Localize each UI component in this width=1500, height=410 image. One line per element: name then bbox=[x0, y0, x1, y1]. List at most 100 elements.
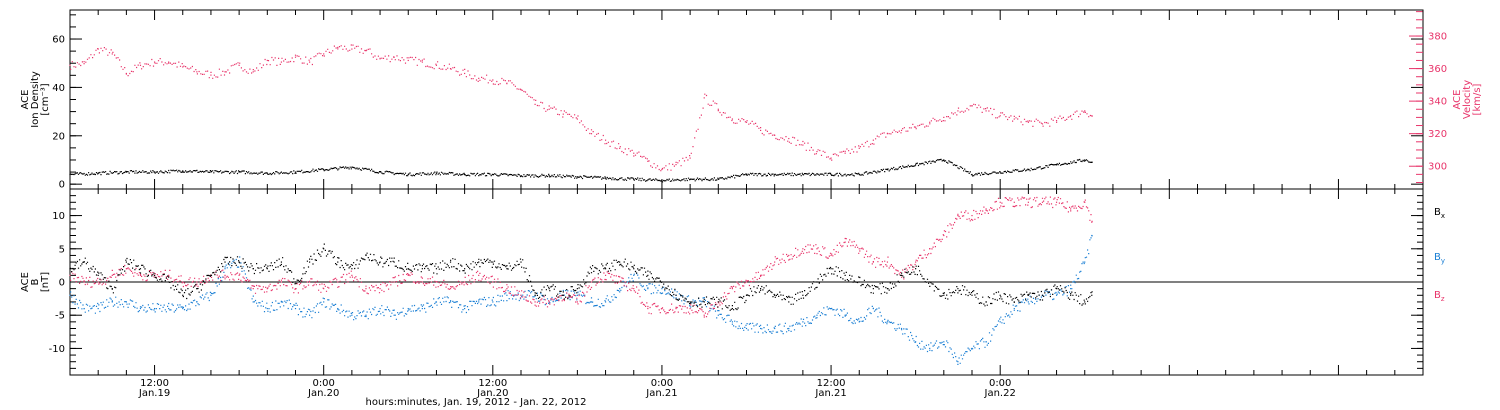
series-by-point bbox=[604, 301, 607, 303]
series-bz-point bbox=[393, 281, 395, 283]
series-bx-point bbox=[1041, 294, 1044, 296]
series-velocity-point bbox=[168, 61, 170, 63]
series-bz-point bbox=[421, 281, 423, 283]
series-by-point bbox=[661, 288, 663, 290]
ytick-b-label: -5 bbox=[55, 311, 65, 322]
series-by-point bbox=[872, 307, 874, 310]
xtick-time-label: 0:00 bbox=[989, 378, 1011, 389]
series-bx-point bbox=[999, 294, 1001, 296]
series-velocity-point bbox=[985, 110, 987, 112]
x-axis-title: hours:minutes, Jan. 19, 2012 - Jan. 22, … bbox=[366, 397, 587, 408]
series-density-point bbox=[745, 173, 748, 176]
series-bz-point bbox=[858, 248, 860, 250]
series-density-point bbox=[69, 173, 71, 176]
bottom-panel: -10 -5 0 5 10 ACE B [nT] Bx By Bz bbox=[20, 188, 1445, 376]
series-by-point bbox=[816, 314, 818, 316]
series-by bbox=[69, 234, 1093, 365]
series-bx-point bbox=[280, 261, 283, 263]
series-bx-point bbox=[210, 274, 212, 276]
series-velocity-point bbox=[266, 59, 268, 62]
series-by-point bbox=[830, 307, 832, 310]
series-by-point bbox=[788, 327, 790, 330]
series-bx-point bbox=[534, 294, 536, 296]
series-velocity-point bbox=[802, 144, 804, 146]
series-by-point bbox=[196, 301, 198, 303]
series-bz-point bbox=[1055, 201, 1058, 203]
series-bx-point bbox=[872, 288, 874, 290]
series-velocity-point bbox=[915, 126, 917, 128]
series-bx-point bbox=[407, 268, 409, 270]
series-by-point bbox=[464, 307, 466, 310]
series-by-point bbox=[224, 268, 226, 270]
series-bx-point bbox=[985, 301, 987, 303]
series-velocity-point bbox=[548, 108, 550, 110]
series-velocity-point bbox=[929, 121, 931, 123]
ylabel-density-line: ACE bbox=[20, 90, 31, 110]
series-by-point bbox=[407, 307, 409, 310]
series-bx-point bbox=[294, 281, 297, 283]
ytick-velocity-label: 320 bbox=[1428, 129, 1447, 140]
series-bz-points bbox=[70, 196, 1093, 318]
series-by-point bbox=[900, 327, 903, 330]
series-density-point bbox=[182, 170, 184, 172]
series-by-point bbox=[844, 314, 846, 316]
ylabel-velocity: ACE Velocity [km/s] bbox=[1452, 80, 1483, 119]
series-bz-point bbox=[1084, 201, 1086, 203]
series-bz-point bbox=[590, 281, 593, 283]
xtick-date-label: Jan.21 bbox=[645, 388, 677, 399]
series-velocity-point bbox=[351, 48, 353, 50]
xtick-date-label: Jan.21 bbox=[814, 388, 846, 399]
series-bz-point bbox=[802, 248, 804, 250]
series-velocity-point bbox=[111, 53, 113, 55]
series-density-point bbox=[379, 171, 381, 173]
series-velocity-point bbox=[999, 115, 1001, 117]
series-density-point bbox=[576, 176, 578, 178]
series-bx-point bbox=[168, 281, 170, 283]
series-density-point bbox=[886, 169, 889, 171]
series-by-point bbox=[647, 288, 649, 290]
series-bz-point bbox=[886, 261, 889, 263]
series-bz-point bbox=[111, 274, 113, 276]
series-velocity-point bbox=[788, 137, 790, 140]
series-by-point bbox=[153, 307, 156, 310]
series-velocity-point bbox=[971, 105, 973, 107]
series-bz-point bbox=[323, 288, 325, 290]
series-velocity-point bbox=[464, 72, 466, 75]
series-density-point bbox=[633, 178, 635, 180]
series-by-point bbox=[182, 307, 184, 310]
series-bx-point bbox=[1027, 294, 1029, 296]
series-by-point bbox=[745, 327, 748, 330]
series-by-point bbox=[619, 288, 621, 290]
series-bz-point bbox=[506, 288, 508, 290]
series-bx-point bbox=[590, 268, 593, 270]
series-density-point bbox=[464, 173, 466, 176]
series-bz-point bbox=[661, 307, 663, 310]
series-velocity-point bbox=[562, 113, 564, 115]
series-bz-point bbox=[774, 261, 776, 263]
ylabel-density-line: [cm⁻³] bbox=[40, 83, 51, 115]
series-velocity-point bbox=[492, 79, 494, 81]
series-density-point bbox=[1091, 161, 1093, 163]
series-by-point bbox=[929, 347, 931, 350]
series-by-point bbox=[858, 321, 860, 323]
series-bz-point bbox=[576, 301, 578, 303]
series-density-point bbox=[971, 173, 973, 176]
series-bz-point bbox=[365, 288, 367, 290]
series-velocity-point bbox=[125, 72, 127, 75]
series-velocity-point bbox=[139, 64, 142, 66]
ytick-velocity-label: 300 bbox=[1428, 162, 1447, 173]
series-density-point bbox=[915, 164, 917, 166]
series-velocity-point bbox=[731, 118, 734, 120]
series-velocity-point bbox=[774, 134, 776, 136]
series-bx-point bbox=[619, 261, 621, 263]
ytick-left-label: 0 bbox=[59, 180, 65, 191]
series-density-point bbox=[858, 173, 860, 176]
series-bz-point bbox=[252, 288, 254, 290]
series-bx-point bbox=[238, 261, 240, 263]
series-bz-point bbox=[689, 307, 691, 310]
series-by-point bbox=[210, 294, 212, 296]
series-bx-point bbox=[97, 274, 99, 276]
series-density-point bbox=[1027, 169, 1029, 171]
series-bz-point bbox=[464, 281, 466, 283]
series-bz-point bbox=[830, 254, 832, 257]
